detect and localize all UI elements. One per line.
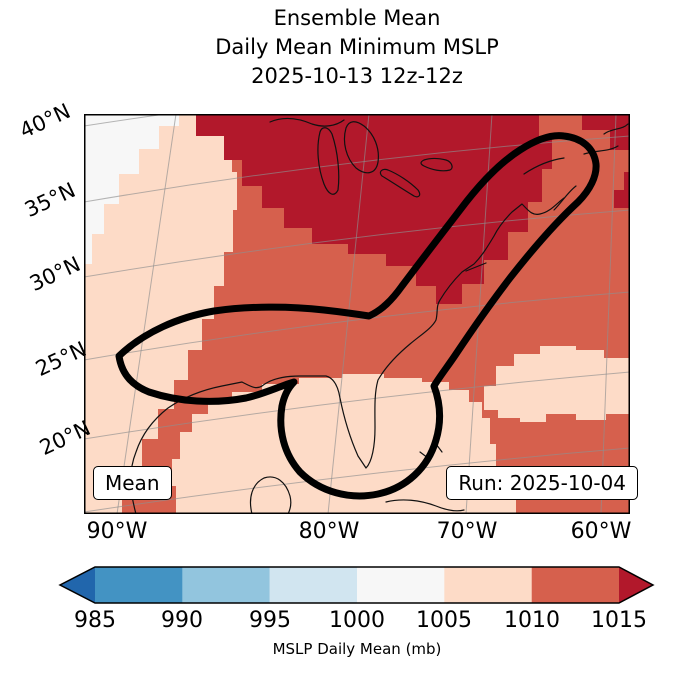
mean-label-text: Mean xyxy=(105,471,160,495)
colorbar-right-arrow xyxy=(619,567,653,603)
chart-title: Ensemble Mean Daily Mean Minimum MSLP 20… xyxy=(84,4,630,91)
lon-tick-90w: 90°W xyxy=(86,519,148,544)
fill-1000-1005-corner xyxy=(84,114,179,264)
gridline-lat-35n xyxy=(83,135,631,203)
colorbar-seg-1010-1015 xyxy=(531,567,620,603)
colorbar-seg-985-990 xyxy=(95,567,183,603)
coast-long-island xyxy=(465,262,487,272)
colorbar-title: MSLP Daily Mean (mb) xyxy=(272,640,442,658)
coast-nova-scotia xyxy=(553,185,577,211)
cb-tick-1015: 1015 xyxy=(591,608,647,633)
cb-tick-1010: 1010 xyxy=(504,608,560,633)
colorbar xyxy=(58,566,655,604)
lake-michigan xyxy=(317,127,340,195)
gridline-lat-25n xyxy=(83,291,631,361)
title-line-1: Ensemble Mean xyxy=(273,6,441,30)
coast-gulf-st-lawrence xyxy=(583,145,619,155)
colorbar-seg-1005-1010 xyxy=(444,567,532,603)
fill-1005-1010-northwest xyxy=(84,114,237,514)
lat-tick-40n: 40°N xyxy=(15,98,75,144)
lat-tick-25n: 25°N xyxy=(31,336,91,382)
run-label-text: Run: 2025-10-04 xyxy=(458,471,626,495)
coast-newfoundland xyxy=(603,123,629,135)
cb-tick-990: 990 xyxy=(161,608,203,633)
title-line-3: 2025-10-13 12z-12z xyxy=(251,64,463,88)
contour-fill-layer xyxy=(84,114,630,514)
mean-label-box: Mean xyxy=(93,466,172,500)
gridline-lon-90w xyxy=(116,113,177,515)
colorbar-seg-995-1000 xyxy=(269,567,358,603)
lake-superior xyxy=(269,117,345,127)
lon-tick-70w: 70°W xyxy=(436,519,498,544)
lake-erie xyxy=(379,168,421,198)
cb-tick-995: 995 xyxy=(249,608,291,633)
cb-tick-1005: 1005 xyxy=(416,608,472,633)
fill-1005-1010-gulf xyxy=(172,374,516,514)
fill-above-1015-main xyxy=(196,114,552,304)
map-canvas xyxy=(83,71,631,515)
lat-tick-30n: 30°N xyxy=(25,251,85,297)
lake-huron xyxy=(343,121,379,174)
colorbar-outline xyxy=(58,566,655,604)
gridline-lon-60w xyxy=(600,113,617,515)
coast-yucatan xyxy=(249,476,292,515)
run-label-box: Run: 2025-10-04 xyxy=(446,466,638,500)
fill-1005-1010-atlantic-patch xyxy=(484,346,630,422)
fill-above-1015-topright xyxy=(582,114,630,150)
lon-tick-80w: 80°W xyxy=(298,519,360,544)
colorbar-seg-990-995 xyxy=(182,567,270,603)
lat-tick-35n: 35°N xyxy=(20,177,80,223)
lake-ontario xyxy=(420,157,453,172)
fill-above-1015-right-edge xyxy=(614,172,630,208)
coast-north-america xyxy=(130,197,565,515)
mslp-map: Mean Run: 2025-10-04 xyxy=(83,71,638,515)
lon-tick-60w: 60°W xyxy=(570,519,632,544)
title-line-2: Daily Mean Minimum MSLP xyxy=(215,35,499,59)
coast-cuba xyxy=(385,499,465,512)
gridline-lat-30n xyxy=(83,209,631,278)
cb-tick-1000: 1000 xyxy=(329,608,385,633)
map-border xyxy=(84,114,630,514)
colorbar-left-arrow xyxy=(60,567,95,603)
storm-track-contour xyxy=(115,132,600,500)
coast-st-lawrence xyxy=(523,157,565,175)
cb-tick-985: 985 xyxy=(74,608,116,633)
colorbar-seg-1000-1005 xyxy=(357,567,445,603)
coastline-layer xyxy=(130,117,629,515)
gridline-lat-15n xyxy=(83,447,631,513)
gridline-lat-20n xyxy=(83,371,631,440)
